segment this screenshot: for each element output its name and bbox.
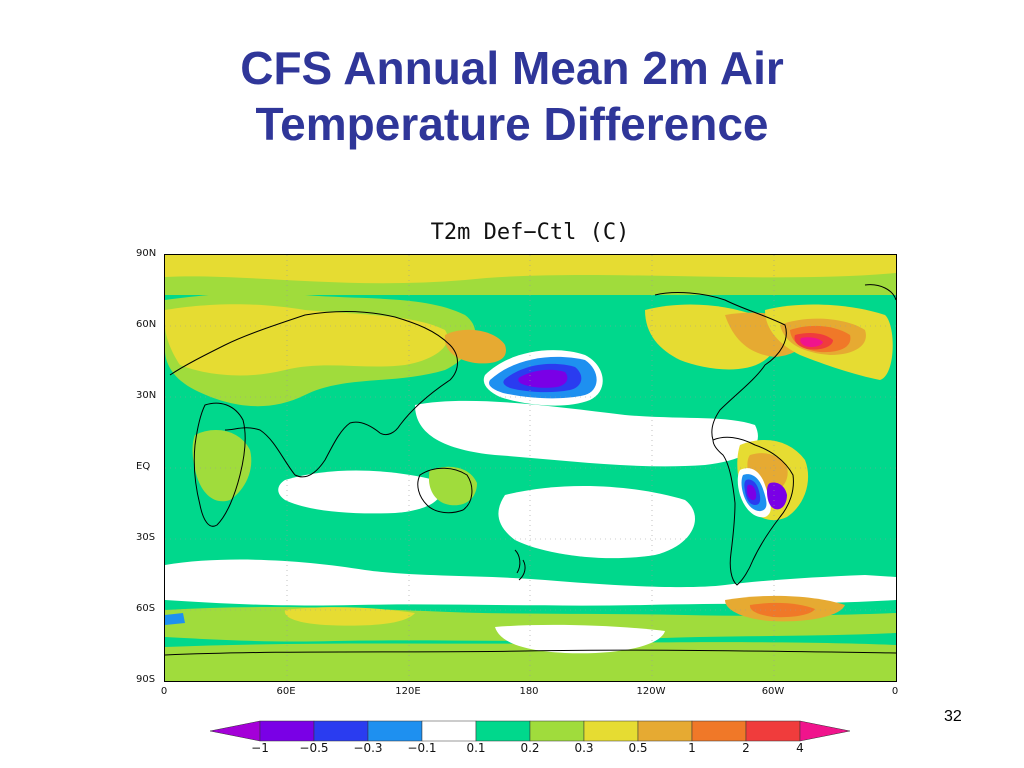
lon-label-60e: 60E — [276, 686, 296, 697]
coastline-south-america — [712, 436, 794, 586]
coastline-north-america — [654, 292, 787, 441]
field-eurasia-yellow — [165, 304, 448, 376]
colorbar-segment-0-3-to-0-5 — [583, 720, 639, 742]
lat-label-90n: 90N — [136, 248, 157, 259]
colorbar-label: −0.1 — [407, 741, 437, 755]
slide-title: CFS Annual Mean 2m Air Temperature Diffe… — [0, 40, 1024, 152]
map-field — [165, 255, 896, 681]
slide-title-line-2: Temperature Difference — [255, 98, 769, 150]
lat-label-30s: 30S — [136, 532, 156, 543]
field-southern-cold-spot — [165, 613, 185, 625]
lon-label-120w: 120W — [636, 686, 666, 697]
field-tropical-pacific-white — [415, 400, 758, 467]
lon-label-0: 0 — [160, 686, 168, 697]
colorbar-label: 0.2 — [520, 741, 540, 755]
field-atlantic-magenta — [800, 337, 823, 347]
field-south-indian-yellow — [284, 607, 415, 626]
field-south-atlantic-darkorange — [749, 602, 815, 618]
coastline-australia — [417, 467, 473, 514]
lon-label-0-east: 0 — [891, 686, 899, 697]
field-southern-ocean-white — [165, 559, 896, 606]
slide-title-line-1: CFS Annual Mean 2m Air — [240, 42, 784, 94]
colorbar-segment-0-5-to-1 — [637, 720, 693, 742]
colorbar-label: −0.5 — [299, 741, 329, 755]
field-africa-lightgreen — [192, 430, 252, 502]
map-title: T2m Def−Ctl (C) — [430, 220, 630, 245]
colorbar-segment-0-2-to-0-3 — [529, 720, 585, 742]
graticule — [165, 255, 896, 681]
coastline-africa — [193, 402, 246, 527]
lat-label-eq: EQ — [136, 461, 151, 472]
coastline-antarctica — [165, 649, 896, 656]
lon-label-60w: 60W — [761, 686, 785, 697]
temperature-difference-map — [164, 254, 897, 682]
coastlines — [165, 284, 896, 656]
colorbar-segment-gt-4 — [799, 720, 851, 742]
colorbar-label: −1 — [251, 741, 269, 755]
field-south-pacific-white — [498, 485, 695, 559]
colorbar-segment-2-to-4 — [745, 720, 801, 742]
field-arctic-yellow — [165, 255, 896, 284]
colorbar-segment-minus-0-5-to-minus-0-3 — [313, 720, 369, 742]
field-south-america-purple — [747, 484, 757, 501]
field-south-america-purple-east — [767, 482, 787, 510]
colorbar-segment-minus-1-to-minus-0-5 — [259, 720, 315, 742]
lat-label-60n: 60N — [136, 319, 157, 330]
colorbar-label: 0.1 — [466, 741, 486, 755]
colorbar-label: 2 — [742, 741, 750, 755]
lon-label-120e: 120E — [395, 686, 421, 697]
colorbar-label: 0.3 — [574, 741, 594, 755]
coastline-eurasia — [169, 311, 458, 478]
colorbar-segment-minus-0-1-to-0-1 — [421, 720, 477, 742]
colorbar — [209, 720, 851, 742]
colorbar-label: 0.5 — [628, 741, 648, 755]
coastline-new-zealand — [514, 549, 526, 581]
page-number: 32 — [944, 708, 962, 725]
lat-label-30n: 30N — [136, 390, 157, 401]
colorbar-label: −0.3 — [353, 741, 383, 755]
coastline-greenland — [864, 284, 896, 301]
colorbar-label: 4 — [796, 741, 804, 755]
colorbar-segment-lt-minus-1 — [209, 720, 261, 742]
lat-label-90s: 90S — [136, 674, 156, 685]
field-pacific-purple — [518, 369, 568, 388]
colorbar-label: 1 — [688, 741, 696, 755]
colorbar-segment-1-to-2 — [691, 720, 747, 742]
field-antarctic-white — [495, 624, 665, 654]
field-indian-ocean-white — [278, 470, 441, 514]
field-east-asia-orange — [444, 329, 506, 364]
lon-label-180: 180 — [519, 686, 539, 697]
lat-label-60s: 60S — [136, 603, 156, 614]
colorbar-segment-minus-0-3-to-minus-0-1 — [367, 720, 423, 742]
colorbar-segment-0-1-to-0-2 — [475, 720, 531, 742]
field-australia-lightgreen — [429, 466, 477, 506]
